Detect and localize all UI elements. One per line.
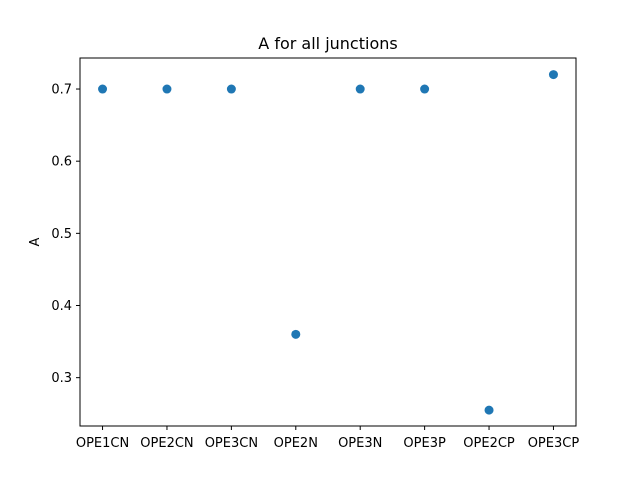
y-tick-label: 0.4 <box>51 299 72 314</box>
x-tick-label: OPE3N <box>338 436 382 451</box>
x-tick-label: OPE3CP <box>528 436 580 451</box>
y-axis-ticks: 0.3 0.4 0.5 0.6 0.7 <box>51 83 80 386</box>
plot-frame <box>79 57 577 427</box>
data-points <box>98 70 558 415</box>
data-point-ope2cp <box>484 405 494 415</box>
data-point-ope3cp <box>548 70 558 80</box>
data-point-ope3n <box>355 84 365 94</box>
data-point-ope3cn <box>226 84 236 94</box>
data-point-ope1cn <box>98 84 108 94</box>
y-tick-label: 0.3 <box>51 371 72 386</box>
x-tick-label: OPE2CP <box>463 436 515 451</box>
x-tick-label: OPE2N <box>274 436 318 451</box>
x-tick-label: OPE1CN <box>76 436 129 451</box>
y-tick-label: 0.6 <box>51 155 72 170</box>
chart-title: A for all junctions <box>258 34 397 53</box>
x-tick-label: OPE2CN <box>140 436 193 451</box>
x-tick-label: OPE3P <box>403 436 446 451</box>
y-tick-label: 0.7 <box>51 83 72 98</box>
y-axis-label: A <box>28 237 43 246</box>
x-tick-label: OPE3CN <box>205 436 258 451</box>
x-axis-ticks: OPE1CN OPE2CN OPE3CN OPE2N OPE3N OPE3P OPE2CP O… <box>76 426 579 451</box>
data-point-ope2cn <box>162 84 172 94</box>
data-point-ope3p <box>420 84 430 94</box>
y-tick-label: 0.5 <box>51 227 72 242</box>
data-point-ope2n <box>291 329 301 339</box>
